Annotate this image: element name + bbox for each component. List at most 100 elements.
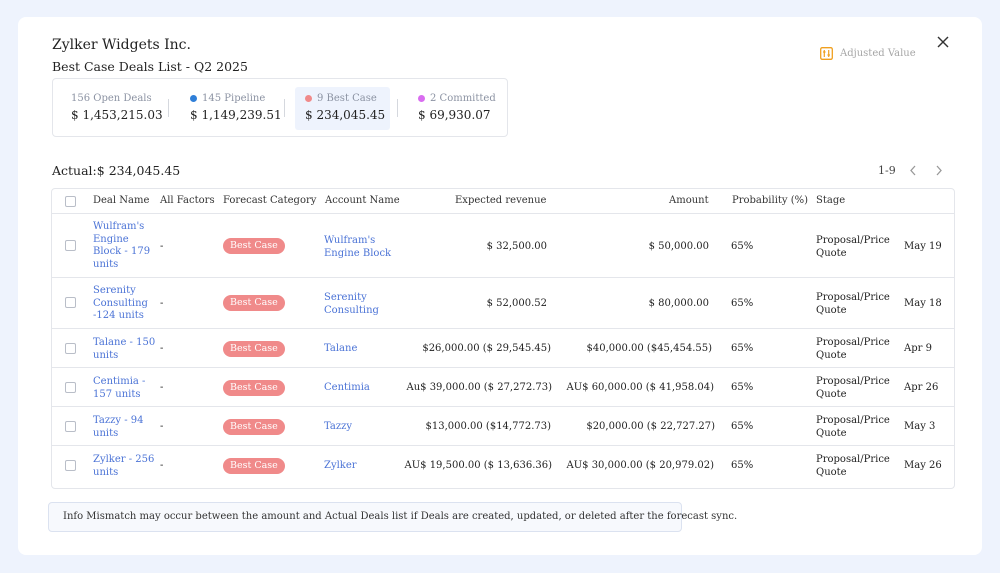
account-name-link[interactable]: Serenity Consulting xyxy=(324,292,379,316)
account-name-link[interactable]: Tazzy xyxy=(324,421,353,432)
expected-revenue: $13,000.00 ($14,772.73) xyxy=(425,421,552,432)
col-probability[interactable]: Probability (%) xyxy=(732,195,809,206)
col-amount[interactable]: Amount xyxy=(669,195,709,206)
expected-revenue: $ 52,000.52 xyxy=(486,298,547,309)
deal-name-link[interactable]: Talane - 150 units xyxy=(93,337,156,361)
stage: Proposal/Price Quote xyxy=(816,415,890,439)
col-all-factors[interactable]: All Factors xyxy=(160,195,215,206)
modal-title: Best Case Deals List - Q2 2025 xyxy=(52,59,248,74)
closing-date: May 3 xyxy=(904,421,936,432)
summary-pipeline[interactable]: 145 Pipeline $ 1,149,239.51 xyxy=(180,87,292,130)
probability: 65% xyxy=(731,298,754,309)
committed-dot-icon xyxy=(418,95,425,102)
prev-page-button[interactable] xyxy=(906,163,920,177)
account-name-link[interactable]: Talane xyxy=(324,343,358,354)
table-row[interactable]: Zylker - 256 units - Best Case Zylker AU… xyxy=(52,445,954,488)
amount: $40,000.00 ($45,454.55) xyxy=(586,343,713,354)
stage: Proposal/Price Quote xyxy=(816,337,890,361)
summary-value: $ 1,453,215.03 xyxy=(71,108,163,122)
close-icon xyxy=(937,36,949,48)
stage: Proposal/Price Quote xyxy=(816,235,890,259)
probability: 65% xyxy=(731,382,754,393)
row-checkbox[interactable] xyxy=(65,460,76,471)
amount: $ 50,000.00 xyxy=(648,241,709,252)
next-page-button[interactable] xyxy=(932,163,946,177)
all-factors: - xyxy=(160,241,164,252)
summary-value: $ 1,149,239.51 xyxy=(190,108,282,122)
account-name-link[interactable]: Centimia xyxy=(324,382,370,393)
row-checkbox[interactable] xyxy=(65,240,76,251)
table-row[interactable]: Centimia - 157 units - Best Case Centimi… xyxy=(52,367,954,406)
stage: Proposal/Price Quote xyxy=(816,454,890,478)
chevron-right-icon xyxy=(936,165,942,175)
col-forecast-category[interactable]: Forecast Category xyxy=(223,195,317,206)
amount: AU$ 30,000.00 ($ 20,979.02) xyxy=(566,460,715,471)
table-row[interactable]: Wulfram's Engine Block - 179 units - Bes… xyxy=(52,213,954,277)
divider xyxy=(284,99,285,117)
row-checkbox[interactable] xyxy=(65,297,76,308)
adjusted-value-label: Adjusted Value xyxy=(840,48,916,59)
summary-committed[interactable]: 2 Committed $ 69,930.07 xyxy=(408,87,506,130)
expected-revenue: AU$ 19,500.00 ($ 13,636.36) xyxy=(404,460,553,471)
probability: 65% xyxy=(731,460,754,471)
forecast-category-badge: Best Case xyxy=(223,458,285,474)
probability: 65% xyxy=(731,343,754,354)
col-deal-name[interactable]: Deal Name xyxy=(93,195,150,206)
forecast-summary: 156 Open Deals $ 1,453,215.03 145 Pipeli… xyxy=(52,78,508,137)
close-button[interactable] xyxy=(934,33,952,51)
all-factors: - xyxy=(160,298,164,309)
divider xyxy=(168,99,169,117)
col-expected-revenue[interactable]: Expected revenue xyxy=(455,195,547,206)
row-checkbox[interactable] xyxy=(65,421,76,432)
pipeline-dot-icon xyxy=(190,95,197,102)
closing-date: May 18 xyxy=(904,298,942,309)
forecast-category-badge: Best Case xyxy=(223,380,285,396)
forecast-category-badge: Best Case xyxy=(223,341,285,357)
best-case-deals-modal: Zylker Widgets Inc. Best Case Deals List… xyxy=(18,17,982,555)
deal-name-link[interactable]: Serenity Consulting -124 units xyxy=(93,285,148,321)
closing-date: May 26 xyxy=(904,460,942,471)
col-stage[interactable]: Stage xyxy=(816,195,846,206)
probability: 65% xyxy=(731,241,754,252)
best-case-dot-icon xyxy=(305,95,312,102)
select-all-checkbox[interactable] xyxy=(65,196,76,207)
summary-value: $ 69,930.07 xyxy=(418,108,491,122)
closing-date: May 19 xyxy=(904,241,942,252)
expected-revenue: Au$ 39,000.00 ($ 27,272.73) xyxy=(406,382,552,393)
adjust-icon xyxy=(820,47,833,60)
deal-name-link[interactable]: Wulfram's Engine Block - 179 units xyxy=(93,221,151,270)
deals-table: Deal Name All Factors Forecast Category … xyxy=(51,188,955,489)
deal-name-link[interactable]: Tazzy - 94 units xyxy=(93,415,144,439)
adjusted-value-toggle[interactable]: Adjusted Value xyxy=(820,47,916,60)
amount: $ 80,000.00 xyxy=(648,298,709,309)
table-row[interactable]: Serenity Consulting -124 units - Best Ca… xyxy=(52,277,954,328)
col-account-name[interactable]: Account Name xyxy=(325,195,400,206)
closing-date: Apr 9 xyxy=(904,343,932,354)
divider xyxy=(397,99,398,117)
expected-revenue: $26,000.00 ($ 29,545.45) xyxy=(422,343,551,354)
page-range: 1-9 xyxy=(878,163,896,177)
expected-revenue: $ 32,500.00 xyxy=(486,241,547,252)
row-checkbox[interactable] xyxy=(65,382,76,393)
account-name-link[interactable]: Zylker xyxy=(324,460,357,471)
summary-label: 2 Committed xyxy=(430,93,496,104)
all-factors: - xyxy=(160,343,164,354)
table-row[interactable]: Tazzy - 94 units - Best Case Tazzy $13,0… xyxy=(52,406,954,445)
summary-value: $ 234,045.45 xyxy=(305,108,386,122)
closing-date: Apr 26 xyxy=(904,382,939,393)
table-row[interactable]: Talane - 150 units - Best Case Talane $2… xyxy=(52,328,954,367)
all-factors: - xyxy=(160,382,164,393)
pagination: 1-9 xyxy=(878,163,946,177)
deal-name-link[interactable]: Zylker - 256 units xyxy=(93,454,155,478)
summary-best-case[interactable]: 9 Best Case $ 234,045.45 xyxy=(295,87,390,130)
row-checkbox[interactable] xyxy=(65,343,76,354)
stage: Proposal/Price Quote xyxy=(816,292,890,316)
summary-open-deals[interactable]: 156 Open Deals $ 1,453,215.03 xyxy=(61,87,173,130)
stage: Proposal/Price Quote xyxy=(816,376,890,400)
forecast-category-badge: Best Case xyxy=(223,419,285,435)
deal-name-link[interactable]: Centimia - 157 units xyxy=(93,376,146,400)
forecast-category-badge: Best Case xyxy=(223,238,285,254)
account-name-link[interactable]: Wulfram's Engine Block xyxy=(324,235,392,259)
chevron-left-icon xyxy=(909,165,916,175)
all-factors: - xyxy=(160,421,164,432)
